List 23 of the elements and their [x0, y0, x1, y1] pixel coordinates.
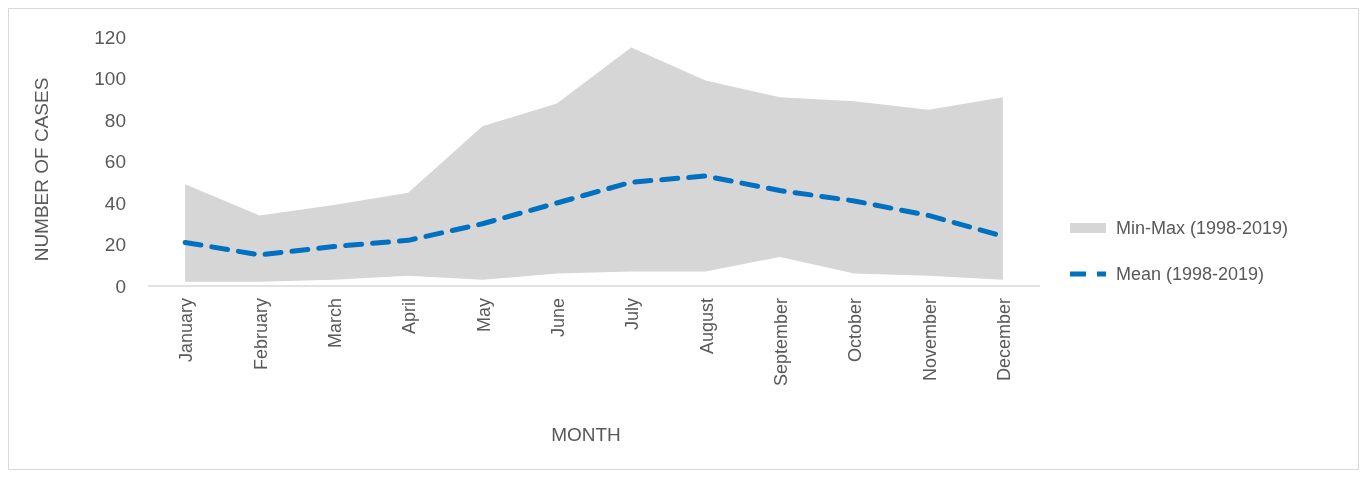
x-tick-label: March: [324, 298, 345, 349]
legend-label: Min-Max (1998-2019): [1116, 218, 1289, 239]
x-tick-label: June: [547, 298, 568, 338]
x-tick-label: February: [250, 298, 271, 371]
y-tick-label: 80: [104, 109, 126, 131]
y-tick-label: 20: [104, 234, 126, 256]
x-tick-label: April: [399, 298, 420, 335]
y-tick-label: 0: [115, 275, 126, 297]
x-tick-label: May: [473, 298, 494, 333]
x-tick-label: July: [622, 298, 643, 331]
x-tick-label: November: [919, 298, 940, 382]
x-tick-label: December: [993, 298, 1014, 382]
x-axis-title: MONTH: [551, 424, 621, 445]
x-tick-label: October: [845, 298, 866, 363]
x-tick-label: September: [770, 298, 791, 387]
x-tick-label: January: [176, 298, 197, 363]
y-tick-label: 60: [104, 151, 126, 173]
x-tick-label: August: [696, 298, 717, 355]
y-axis-title: NUMBER OF CASES: [31, 77, 52, 262]
y-tick-label: 100: [94, 68, 126, 90]
legend-label: Mean (1998-2019): [1116, 264, 1265, 285]
y-tick-label: 40: [104, 192, 126, 214]
y-tick-label: 120: [94, 26, 126, 48]
